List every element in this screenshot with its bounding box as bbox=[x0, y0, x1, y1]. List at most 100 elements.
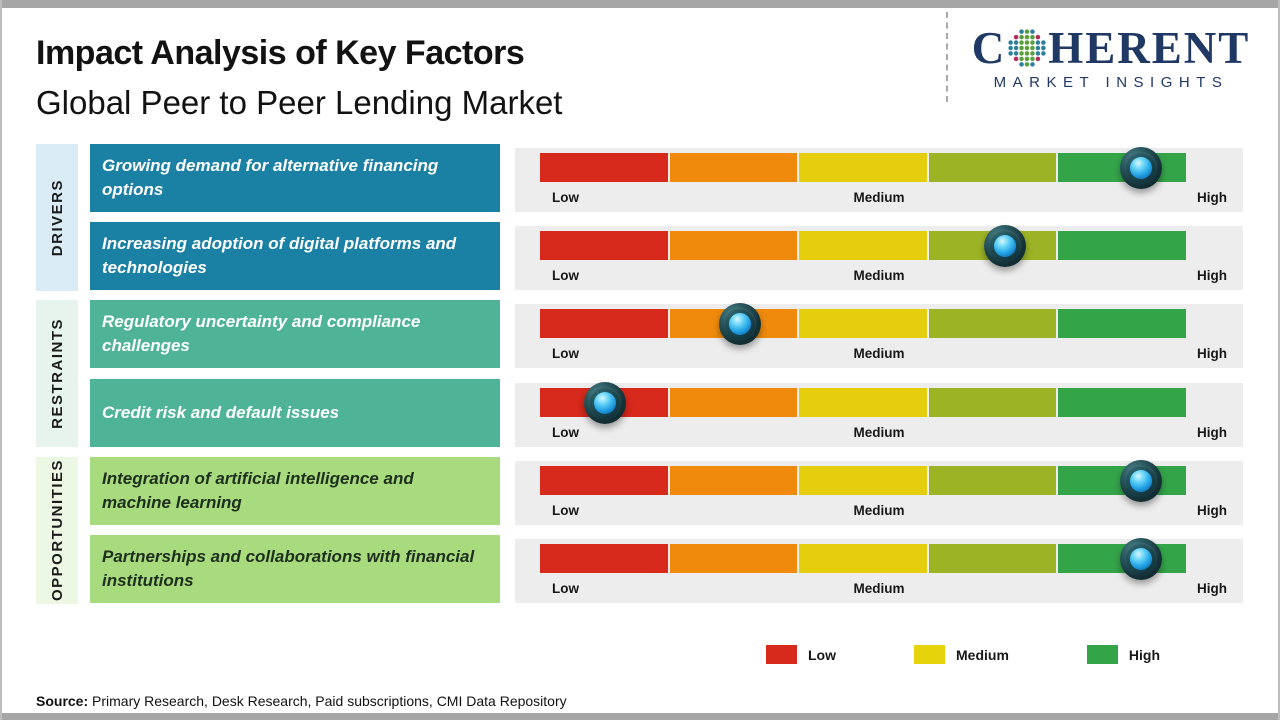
legend-swatch-high bbox=[1086, 645, 1118, 664]
impact-gradient-bar bbox=[540, 459, 1186, 502]
legend: Low Medium High bbox=[766, 645, 1160, 664]
scale-segment bbox=[799, 153, 927, 182]
legend-swatch-low bbox=[766, 645, 797, 664]
impact-row: Integration of artificial intelligence a… bbox=[0, 457, 1280, 525]
scale-segment bbox=[928, 153, 1057, 182]
scale-segment bbox=[928, 544, 1057, 573]
scale-segment bbox=[799, 231, 927, 260]
scale-segment bbox=[799, 544, 927, 573]
scale-segment bbox=[540, 153, 668, 182]
impact-marker bbox=[984, 224, 1027, 267]
impact-marker bbox=[583, 381, 626, 424]
logo-globe-icon bbox=[1008, 28, 1046, 67]
legend-item-medium: Medium bbox=[914, 645, 1009, 664]
frame-bottom bbox=[0, 713, 1280, 720]
frame-top bbox=[0, 0, 1280, 8]
scale-label-high: High bbox=[1197, 425, 1227, 440]
scale-segment bbox=[669, 466, 798, 495]
scale-segment bbox=[928, 309, 1057, 338]
scale-segment bbox=[540, 231, 668, 260]
scale-label-high: High bbox=[1197, 503, 1227, 518]
factor-label: Increasing adoption of digital platforms… bbox=[90, 222, 500, 290]
scale-label-high: High bbox=[1197, 581, 1227, 596]
scale-label-low: Low bbox=[552, 581, 579, 596]
source-note: Source: Primary Research, Desk Research,… bbox=[36, 693, 567, 709]
company-logo: C HERENT MARKET INSIGHTS bbox=[962, 26, 1260, 92]
logo-tagline: MARKET INSIGHTS bbox=[993, 74, 1229, 91]
impact-gradient-bar bbox=[540, 146, 1186, 189]
scale-label-medium: Medium bbox=[853, 268, 905, 283]
frame-left bbox=[0, 0, 2, 720]
impact-row: Regulatory uncertainty and compliance ch… bbox=[0, 300, 1280, 368]
impact-scale-panel: Low Medium High bbox=[515, 537, 1243, 603]
scale-segment bbox=[669, 388, 798, 417]
scale-label-high: High bbox=[1197, 346, 1227, 361]
scale-label-low: Low bbox=[552, 425, 579, 440]
scale-segment bbox=[928, 466, 1057, 495]
scale-label-high: High bbox=[1197, 268, 1227, 283]
impact-marker bbox=[1119, 459, 1162, 502]
scale-label-medium: Medium bbox=[853, 581, 905, 596]
legend-item-low: Low bbox=[766, 645, 836, 664]
impact-marker bbox=[1119, 146, 1162, 189]
legend-item-high: High bbox=[1086, 645, 1160, 664]
impact-row: Growing demand for alternative financing… bbox=[0, 144, 1280, 212]
scale-segment bbox=[799, 388, 927, 417]
scale-segment bbox=[540, 544, 668, 573]
impact-gradient-bar bbox=[540, 302, 1186, 345]
category-strip-drivers: DRIVERS bbox=[36, 144, 78, 291]
impact-row: Credit risk and default issues Low Mediu… bbox=[0, 379, 1280, 447]
impact-scale-panel: Low Medium High bbox=[515, 146, 1243, 212]
scale-segment bbox=[799, 466, 927, 495]
impact-gradient-bar bbox=[540, 537, 1186, 580]
scale-segment bbox=[669, 544, 798, 573]
category-strip-opportunities: OPPORTUNITIES bbox=[36, 457, 78, 604]
impact-gradient-bar bbox=[540, 224, 1186, 267]
scale-segment bbox=[1058, 388, 1186, 417]
impact-row: Partnerships and collaborations with fin… bbox=[0, 535, 1280, 603]
logo-prefix: C bbox=[971, 23, 1007, 73]
scale-segment bbox=[1058, 309, 1186, 338]
frame-right bbox=[1278, 0, 1280, 720]
impact-scale-panel: Low Medium High bbox=[515, 381, 1243, 447]
legend-label-high: High bbox=[1128, 646, 1160, 663]
scale-label-medium: Medium bbox=[853, 346, 905, 361]
scale-segment bbox=[1058, 231, 1186, 260]
impact-scale-panel: Low Medium High bbox=[515, 302, 1243, 368]
scale-label-low: Low bbox=[552, 346, 579, 361]
factor-label: Regulatory uncertainty and compliance ch… bbox=[90, 300, 500, 368]
scale-segment bbox=[540, 466, 668, 495]
scale-label-high: High bbox=[1197, 190, 1227, 205]
page-subtitle: Global Peer to Peer Lending Market bbox=[36, 84, 563, 121]
scale-segment bbox=[669, 231, 798, 260]
factor-label: Integration of artificial intelligence a… bbox=[90, 457, 500, 525]
legend-label-medium: Medium bbox=[956, 646, 1009, 663]
legend-swatch-medium bbox=[914, 645, 945, 664]
scale-label-low: Low bbox=[552, 503, 579, 518]
scale-segment bbox=[799, 309, 927, 338]
impact-marker bbox=[719, 302, 762, 345]
scale-label-low: Low bbox=[552, 268, 579, 283]
logo-divider bbox=[946, 12, 948, 102]
factor-label: Growing demand for alternative financing… bbox=[90, 144, 500, 212]
page-title: Impact Analysis of Key Factors bbox=[36, 34, 525, 72]
impact-marker bbox=[1119, 537, 1162, 580]
logo-suffix: HERENT bbox=[1048, 23, 1251, 73]
legend-label-low: Low bbox=[808, 646, 836, 663]
source-label: Source: bbox=[36, 693, 89, 709]
scale-segment bbox=[928, 388, 1057, 417]
impact-scale-panel: Low Medium High bbox=[515, 459, 1243, 525]
impact-gradient-bar bbox=[540, 381, 1186, 424]
logo-wordmark: C HERENT bbox=[962, 26, 1260, 71]
source-text: Primary Research, Desk Research, Paid su… bbox=[88, 693, 567, 709]
scale-label-low: Low bbox=[552, 190, 579, 205]
scale-segment bbox=[669, 153, 798, 182]
scale-label-medium: Medium bbox=[853, 190, 905, 205]
scale-segment bbox=[540, 309, 668, 338]
factor-label: Partnerships and collaborations with fin… bbox=[90, 535, 500, 603]
scale-label-medium: Medium bbox=[853, 503, 905, 518]
scale-label-medium: Medium bbox=[853, 425, 905, 440]
impact-scale-panel: Low Medium High bbox=[515, 224, 1243, 290]
factor-label: Credit risk and default issues bbox=[90, 379, 500, 447]
